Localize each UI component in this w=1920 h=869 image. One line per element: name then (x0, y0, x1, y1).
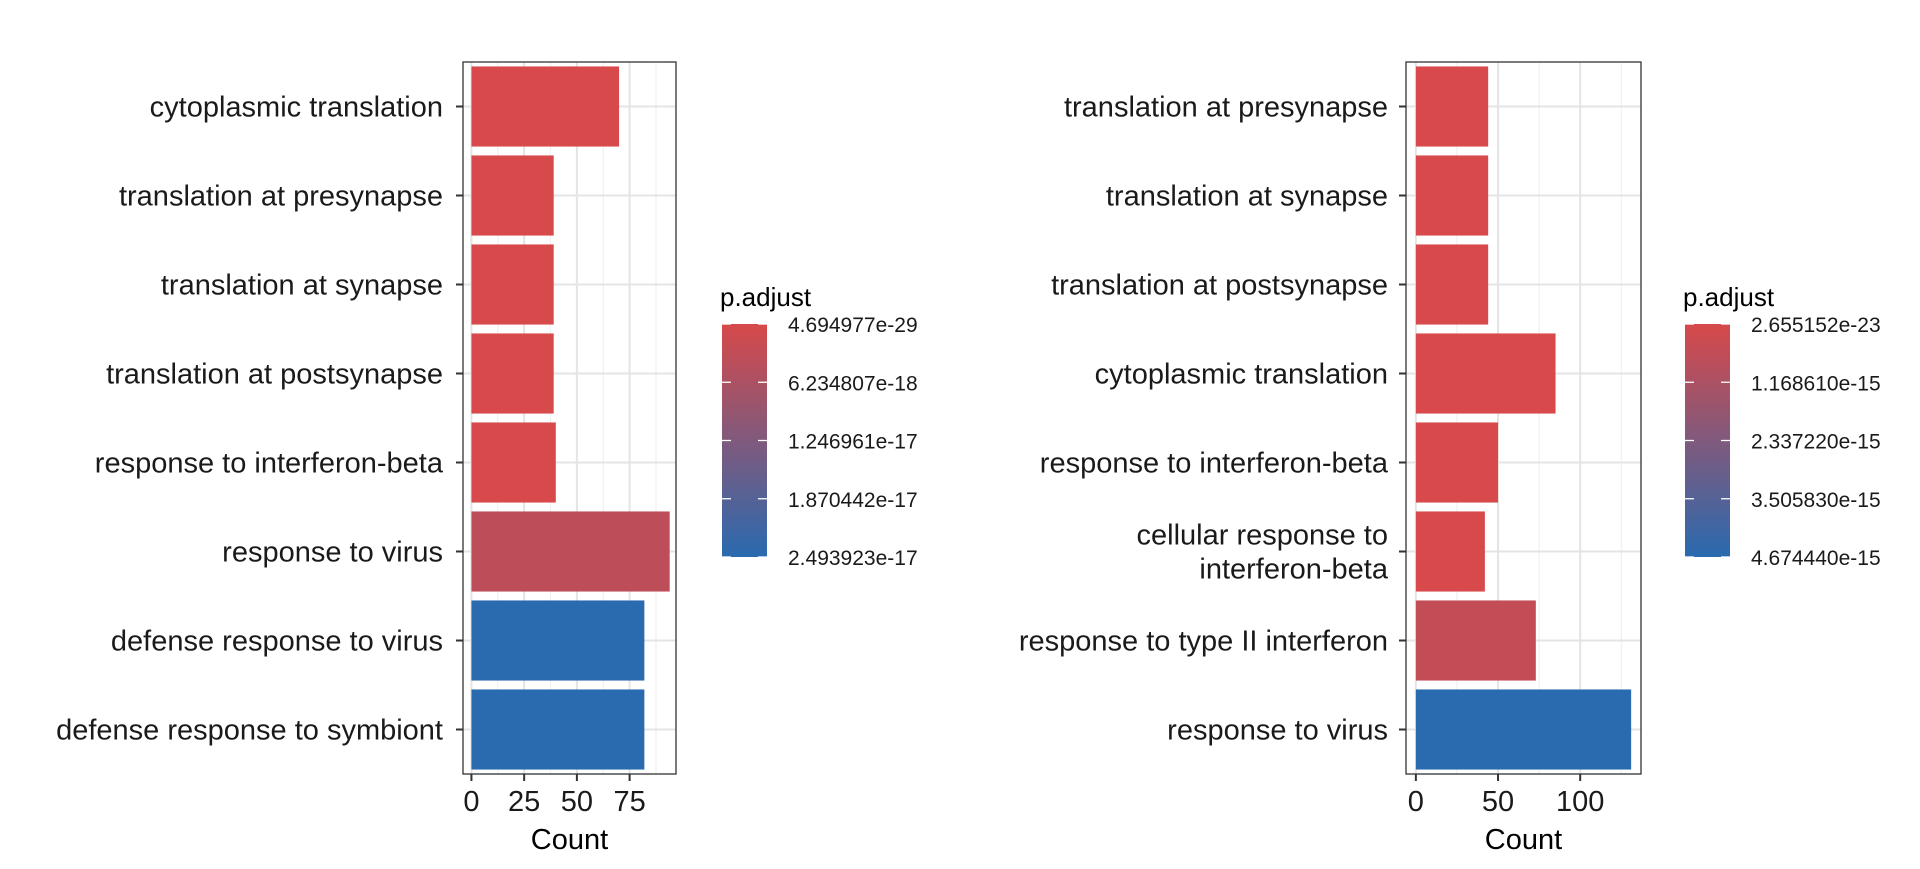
chart-1-legend-label: 1.870442e-17 (788, 489, 918, 512)
chart-1-y-tick-label: translation at synapse (161, 270, 443, 302)
chart-1-legend-label: 1.246961e-17 (788, 431, 918, 454)
chart-1-x-tick-label: 0 (463, 786, 479, 818)
chart-2-y-tick-label: cellular response to interferon-beta (1137, 520, 1389, 586)
chart-2-x-axis-title: Count (1485, 824, 1562, 856)
chart-2-y-tick-label: cytoplasmic translation (1095, 359, 1388, 391)
chart-1-y-tick-label: response to interferon-beta (95, 448, 444, 480)
chart-2-y-tick-label-line: interferon-beta (1199, 554, 1388, 586)
chart-1-legend-label: 6.234807e-18 (788, 372, 918, 395)
chart-2-bar-5 (1415, 422, 1499, 503)
chart-2-y-tick-label: response to interferon-beta (1040, 448, 1389, 480)
chart-1-y-tick-label: response to virus (222, 537, 443, 569)
chart-1-bar-7 (471, 600, 645, 681)
chart-2-bar-1 (1415, 66, 1489, 147)
chart-1-legend-title: p.adjust (720, 282, 812, 312)
chart-1-x-tick-label: 25 (508, 786, 540, 818)
chart-2-bar-7 (1415, 600, 1536, 681)
chart-1-bar-2 (471, 155, 554, 236)
chart-1-y-tick-label: cytoplasmic translation (150, 92, 443, 124)
chart-1-y-tick-label: translation at postsynapse (106, 359, 443, 391)
chart-1-bar-6 (471, 511, 670, 592)
chart-1-panel-border (462, 61, 677, 775)
chart-2-legend-label: 2.655152e-23 (1751, 314, 1881, 337)
chart-2-legend-label: 1.168610e-15 (1751, 372, 1881, 395)
chart-1-x-axis-title: Count (531, 824, 608, 856)
chart-1-bar-1 (471, 66, 620, 147)
chart-2-y-tick-label: translation at presynapse (1064, 92, 1388, 124)
chart-1-x-tick-label: 75 (613, 786, 645, 818)
chart-1-y-tick-label: defense response to virus (111, 626, 443, 658)
chart-2-x-tick-label: 100 (1556, 786, 1604, 818)
chart-2-y-tick-label: response to type II interferon (1019, 626, 1388, 658)
chart-2-legend-label: 4.674440e-15 (1751, 547, 1881, 570)
chart-2-bar-2 (1415, 155, 1489, 236)
chart-2-bar-8 (1415, 689, 1632, 770)
chart-2-y-tick-label: translation at synapse (1106, 181, 1388, 213)
chart-2-panel-border (1405, 61, 1642, 775)
chart-2-bar-4 (1415, 333, 1556, 414)
chart-1-bar-5 (471, 422, 556, 503)
chart-1-bar-3 (471, 244, 554, 325)
chart-2-y-tick-label: translation at postsynapse (1051, 270, 1388, 302)
chart-2-y-tick-label: response to virus (1167, 715, 1388, 747)
chart-2-legend-label: 2.337220e-15 (1751, 431, 1881, 454)
chart-1-legend-label: 2.493923e-17 (788, 547, 918, 570)
chart-2-x-tick-label: 0 (1408, 786, 1424, 818)
chart-2-legend-label: 3.505830e-15 (1751, 489, 1881, 512)
chart-1-y-tick-label: defense response to symbiont (56, 715, 443, 747)
chart-1-legend-label: 4.694977e-29 (788, 314, 918, 337)
chart-2-x-tick-label: 50 (1482, 786, 1514, 818)
chart-1-y-tick-label: translation at presynapse (119, 181, 443, 213)
chart-2-bar-3 (1415, 244, 1489, 325)
chart-2-legend-title: p.adjust (1683, 282, 1775, 312)
chart-1-bar-8 (471, 689, 645, 770)
chart-1-x-tick-label: 50 (561, 786, 593, 818)
chart-2-bar-6 (1415, 511, 1485, 592)
chart-1-bar-4 (471, 333, 554, 414)
chart-2-y-tick-label-line: cellular response to (1137, 520, 1388, 552)
